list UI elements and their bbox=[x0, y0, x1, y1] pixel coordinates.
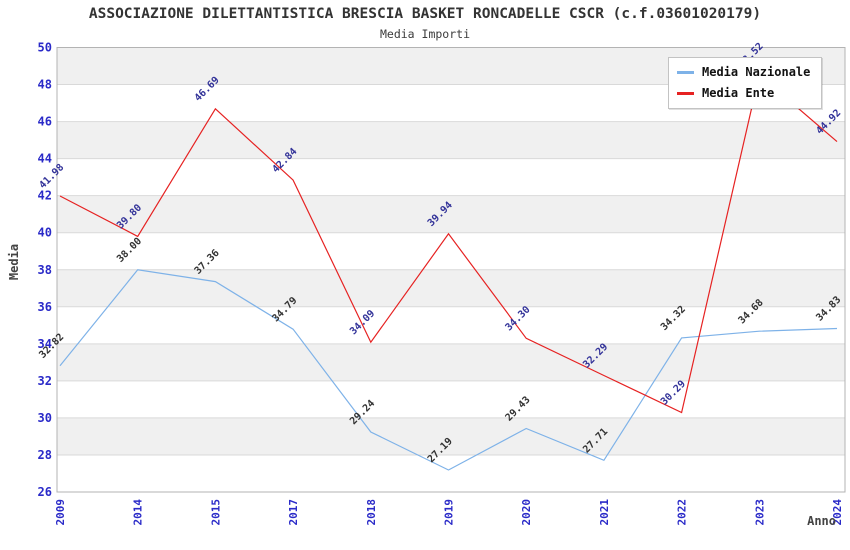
y-tick-label: 46 bbox=[38, 115, 52, 129]
plot-band bbox=[57, 121, 845, 159]
x-tick-label: 2022 bbox=[676, 499, 689, 526]
x-axis-title: Anno bbox=[807, 514, 836, 528]
legend-box: Media Nazionale Media Ente bbox=[668, 57, 822, 109]
plot-band bbox=[57, 380, 845, 418]
y-tick-label: 44 bbox=[38, 152, 52, 166]
plot-band bbox=[57, 158, 845, 196]
chart-subtitle: Media Importi bbox=[379, 27, 470, 41]
x-tick-label: 2020 bbox=[520, 499, 533, 526]
y-tick-label: 38 bbox=[38, 263, 52, 277]
y-tick-label: 34 bbox=[38, 337, 52, 351]
y-tick-label: 36 bbox=[38, 300, 52, 314]
y-tick-label: 40 bbox=[38, 226, 52, 240]
y-tick-label: 26 bbox=[38, 485, 52, 499]
legend-label: Media Ente bbox=[702, 86, 775, 100]
media-ente-line-swatch bbox=[677, 91, 694, 95]
legend-item-media-ente: Media Ente bbox=[677, 85, 813, 101]
x-tick-label: 2019 bbox=[443, 499, 456, 526]
y-tick-label: 32 bbox=[38, 374, 52, 388]
legend-item-media-nazionale: Media Nazionale bbox=[677, 64, 813, 80]
chart-title: ASSOCIAZIONE DILETTANTISTICA BRESCIA BAS… bbox=[88, 6, 762, 22]
y-tick-label: 50 bbox=[38, 41, 52, 55]
x-tick-label: 2023 bbox=[753, 499, 766, 526]
y-tick-label: 42 bbox=[38, 189, 52, 203]
plot-band bbox=[57, 269, 845, 307]
series-line-media-nazionale bbox=[59, 269, 838, 471]
y-tick-label: 30 bbox=[38, 411, 52, 425]
plot-band bbox=[57, 232, 845, 270]
x-tick-label: 2021 bbox=[598, 499, 611, 526]
media-nazionale-line-swatch bbox=[677, 70, 694, 74]
y-tick-label: 48 bbox=[38, 78, 52, 92]
x-tick-label: 2018 bbox=[365, 499, 378, 526]
x-tick-label: 2014 bbox=[132, 499, 145, 526]
plot-band bbox=[57, 417, 845, 455]
plot-band bbox=[57, 454, 845, 492]
legend-label: Media Nazionale bbox=[702, 65, 811, 79]
x-tick-label: 2015 bbox=[209, 499, 222, 526]
plot-border bbox=[56, 47, 846, 493]
series-line-media-ente bbox=[59, 73, 838, 414]
plot-band bbox=[57, 343, 845, 381]
plot-band bbox=[57, 306, 845, 344]
y-tick-label: 28 bbox=[38, 448, 52, 462]
plot-band bbox=[57, 195, 845, 233]
y-axis-title: Media bbox=[7, 243, 21, 281]
x-tick-label: 2017 bbox=[287, 499, 300, 526]
x-tick-label: 2009 bbox=[54, 499, 67, 526]
x-tick-label: 2024 bbox=[831, 499, 844, 526]
